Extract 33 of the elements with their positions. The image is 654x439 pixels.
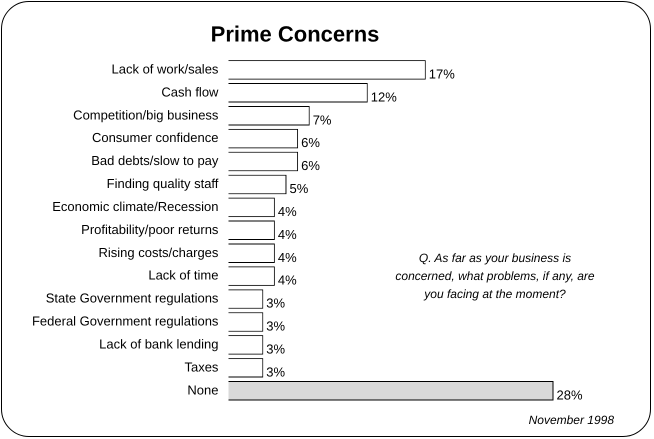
annotation: Q. As far as your business is concerned, what problems, if any, are you facing at the moment? xyxy=(395,250,595,303)
y-tick-label: Economic climate/Recession xyxy=(52,198,218,214)
chart-title: Prime Concerns xyxy=(210,21,380,46)
y-tick-label: Finding quality staff xyxy=(106,176,219,192)
y-tick-label: Taxes xyxy=(184,359,219,374)
y-tick-label: Cash flow xyxy=(161,84,220,100)
y-tick-label: Federal Government regulations xyxy=(32,314,219,329)
data-label: 3% xyxy=(266,318,286,334)
data-label: 4% xyxy=(278,250,298,265)
y-tick-label: Rising costs/charges xyxy=(98,244,219,260)
y-tick-label: Consumer confidence xyxy=(92,130,218,146)
y-tick-label: Lack of bank lending xyxy=(99,336,218,352)
y-tick-label: Lack of work/sales xyxy=(111,61,219,76)
y-tick-label: Lack of time xyxy=(148,268,218,283)
y-tick-label: Competition/big business xyxy=(73,107,219,122)
data-label: 4% xyxy=(278,272,298,288)
data-label: 4% xyxy=(278,204,298,219)
data-label: 17% xyxy=(428,66,456,82)
data-label: 6% xyxy=(301,158,320,174)
data-label: 7% xyxy=(312,112,332,128)
data-label: 6% xyxy=(301,135,320,150)
y-tick-label: State Government regulations xyxy=(46,290,219,306)
data-label: 3% xyxy=(266,341,286,356)
data-label: 28% xyxy=(556,387,583,402)
y-tick-label: Bad debts/slow to pay xyxy=(91,153,219,168)
data-label: 5% xyxy=(289,181,309,196)
y-tick-label: None xyxy=(187,382,218,398)
data-label: 12% xyxy=(370,89,398,104)
data-label: 4% xyxy=(278,226,298,242)
data-label: 3% xyxy=(266,364,286,380)
data-label: 3% xyxy=(266,296,286,311)
text: November 1998 xyxy=(528,413,614,427)
y-tick-label: Profitability/poor returns xyxy=(81,222,219,237)
